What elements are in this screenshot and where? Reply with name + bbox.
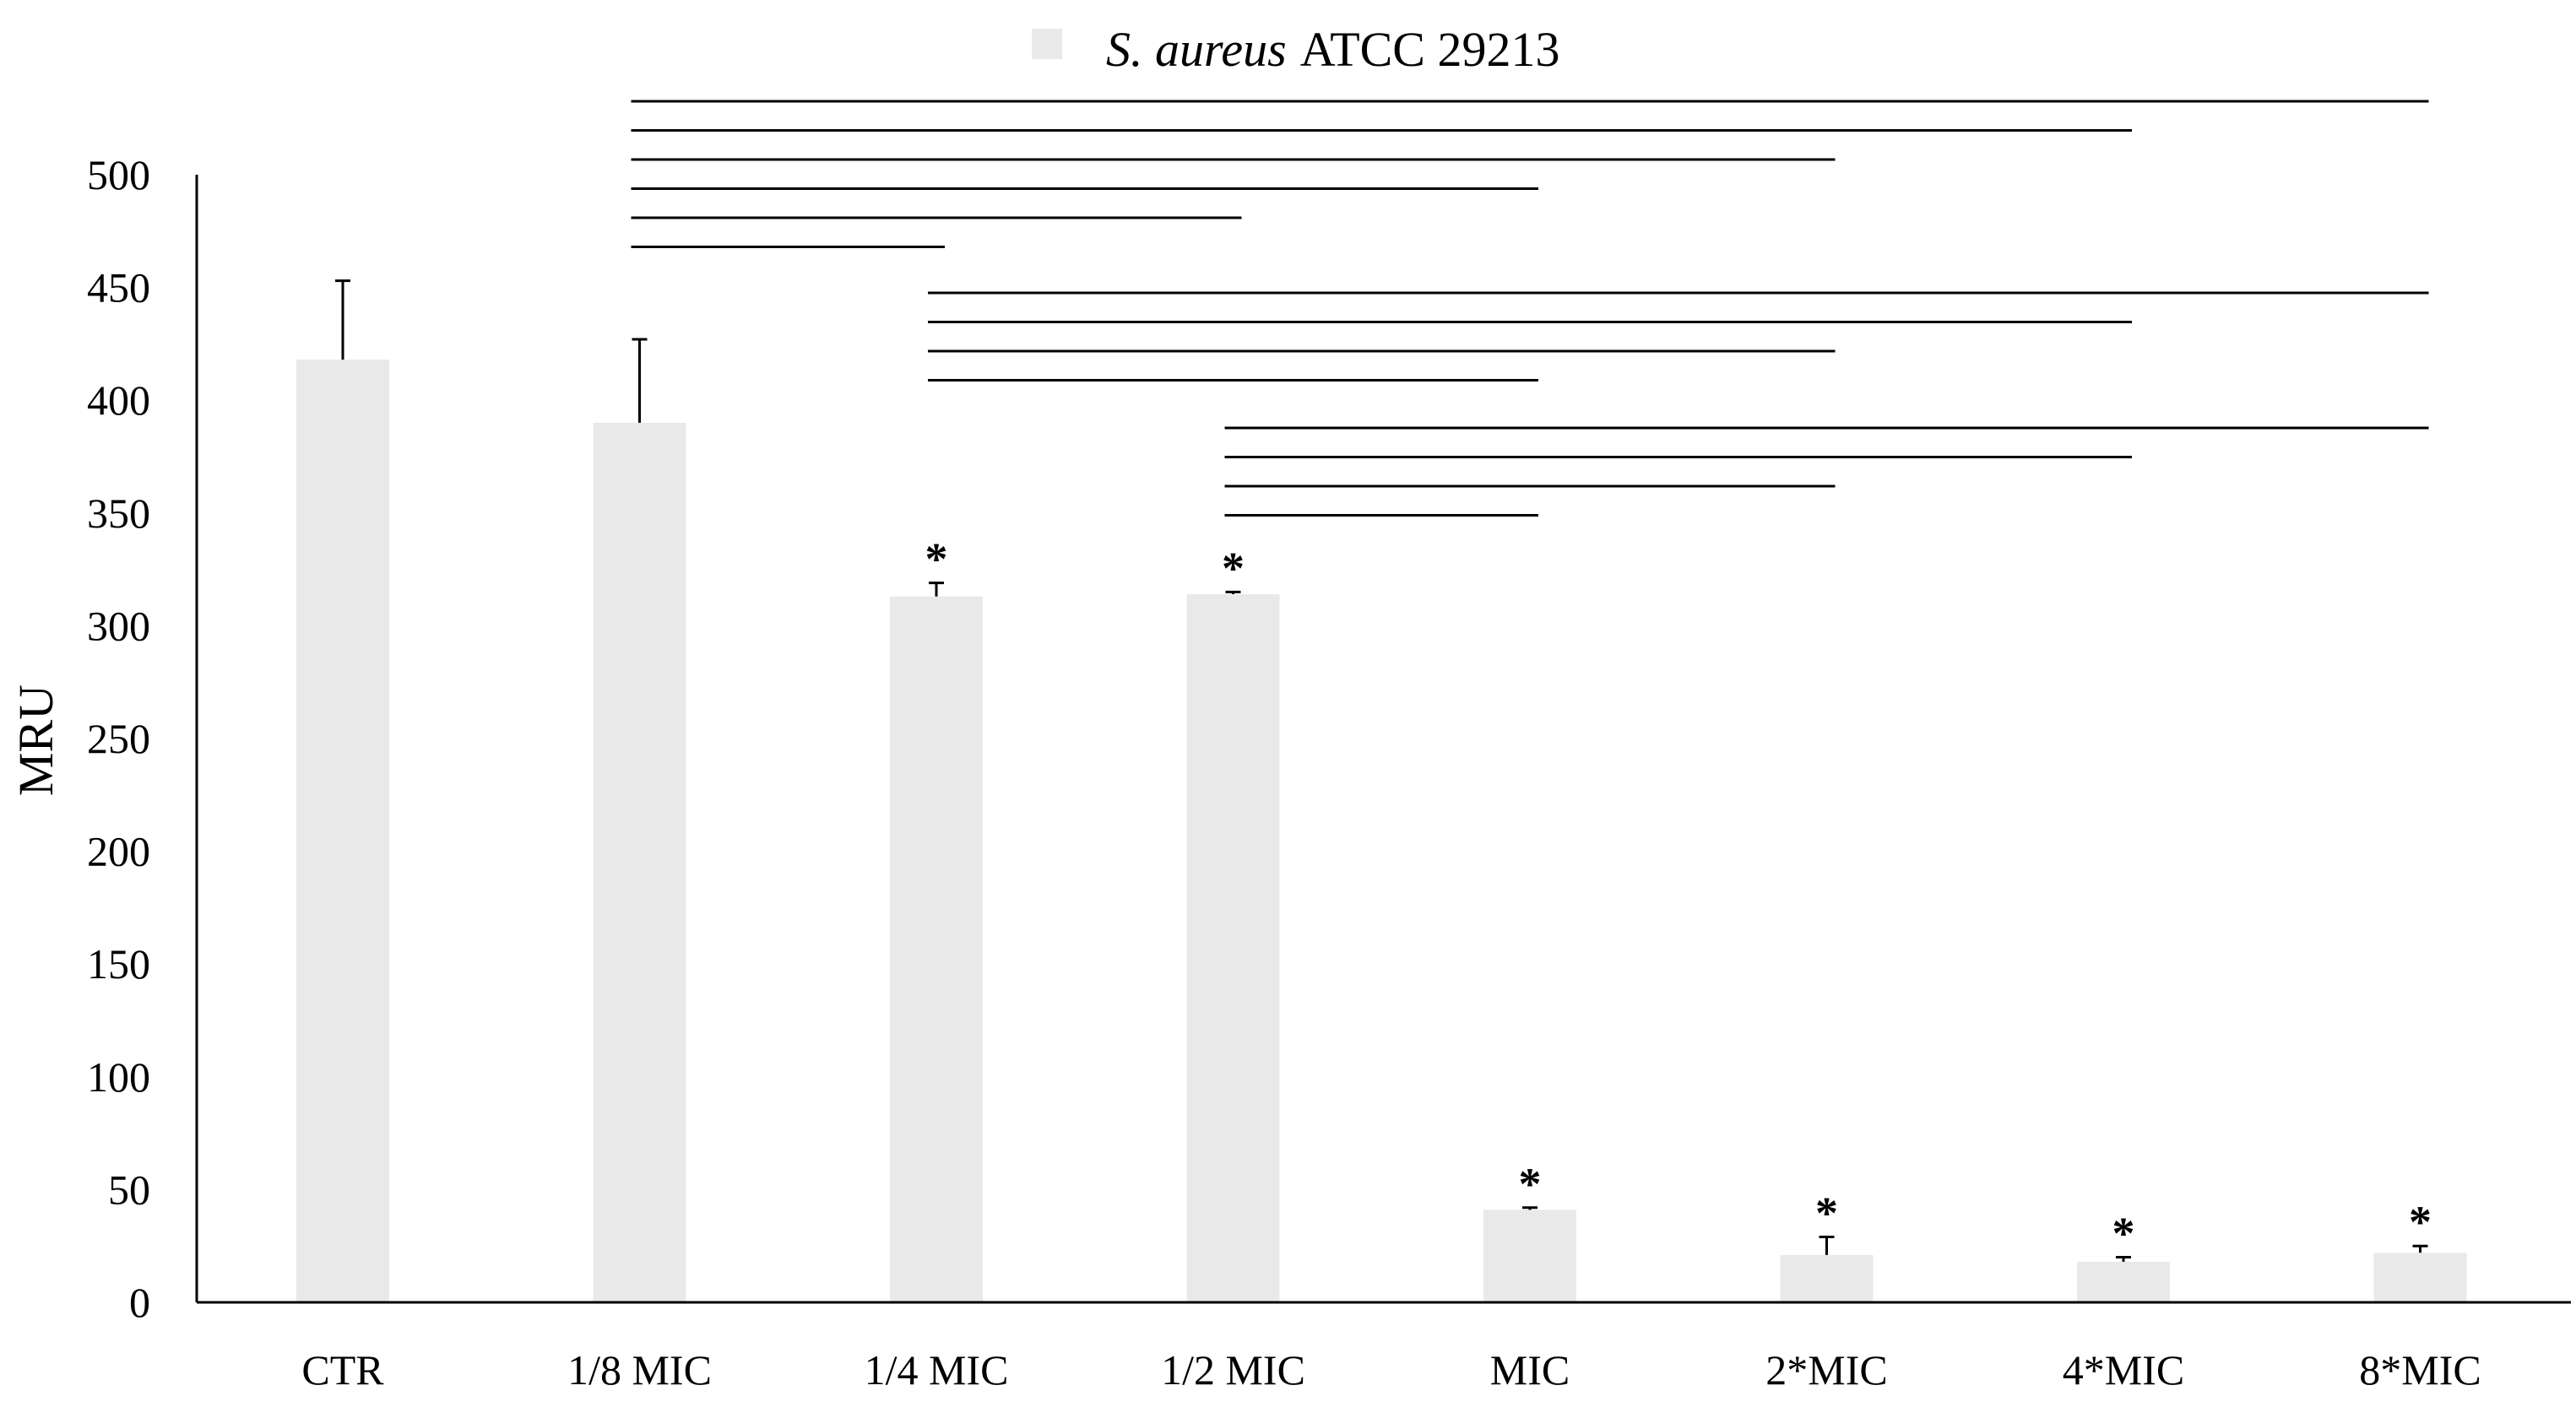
y-tick-label: 150 (87, 940, 150, 988)
y-axis-ticks: 0 50 100 150 200 250 300 350 400 450 500 (87, 151, 150, 1326)
bar (1186, 593, 1280, 1302)
y-tick-label: 450 (87, 264, 150, 311)
legend-swatch (1032, 29, 1062, 59)
bars (296, 360, 2467, 1302)
error-bars (335, 279, 2428, 1262)
x-tick-label: 2*MIC (1765, 1346, 1887, 1393)
x-tick-label: CTR (301, 1346, 384, 1393)
y-tick-label: 0 (129, 1279, 150, 1326)
x-tick-label: 1/2 MIC (1161, 1346, 1305, 1393)
bar (296, 360, 389, 1302)
y-tick-label: 250 (87, 715, 150, 762)
bar (1780, 1254, 1874, 1302)
y-tick-label: 350 (87, 490, 150, 537)
y-tick-label: 200 (87, 828, 150, 875)
bar (593, 422, 686, 1302)
x-tick-label: 1/4 MIC (865, 1346, 1009, 1393)
significance-star: * (2112, 1209, 2135, 1259)
x-tick-label: 4*MIC (2063, 1346, 2184, 1393)
legend: S. aureus ATCC 29213 (1032, 22, 1560, 77)
x-tick-label: 8*MIC (2359, 1346, 2481, 1393)
y-tick-label: 400 (87, 376, 150, 424)
bar (2373, 1253, 2467, 1302)
x-axis-labels: CTR 1/8 MIC 1/4 MIC 1/2 MIC MIC 2*MIC 4*MIC 8*M… (301, 1346, 2481, 1393)
significance-star: * (1815, 1188, 1838, 1239)
y-tick-label: 50 (108, 1166, 150, 1213)
comparison-brackets (631, 100, 2429, 517)
significance-star: * (2409, 1197, 2432, 1247)
y-tick-label: 100 (87, 1053, 150, 1101)
significance-star: * (1222, 543, 1245, 593)
legend-label-rest: ATCC 29213 (1300, 22, 1560, 77)
x-tick-label: 1/8 MIC (567, 1346, 712, 1393)
y-tick-label: 300 (87, 602, 150, 649)
bar (890, 596, 983, 1302)
x-tick-label: MIC (1490, 1346, 1570, 1393)
significance-markers: * * * * * * (925, 534, 2432, 1259)
y-tick-label: 500 (87, 151, 150, 198)
bar (1483, 1209, 1576, 1302)
significance-star: * (1519, 1159, 1542, 1209)
significance-star: * (925, 534, 948, 585)
bar (2077, 1261, 2170, 1302)
legend-label-italic: S. aureus (1106, 22, 1287, 77)
y-axis-title: MRU (8, 685, 63, 796)
legend-label: S. aureus ATCC 29213 (1106, 22, 1560, 77)
